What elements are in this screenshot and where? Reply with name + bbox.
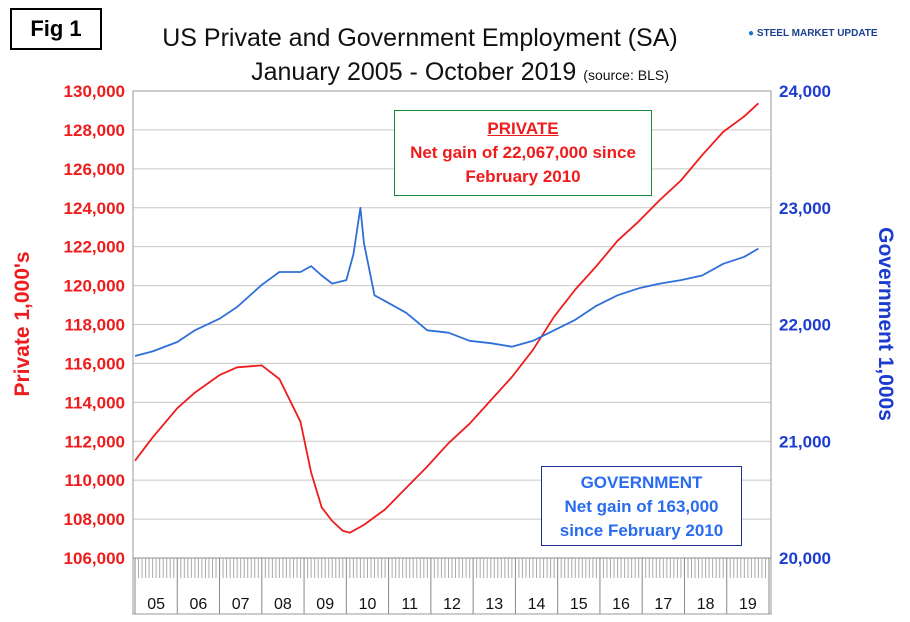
x-tick-label: 06: [190, 596, 208, 613]
logo-mark-icon: ●: [748, 28, 755, 39]
x-tick-label: 08: [274, 596, 292, 613]
y2-tick-label: 24,000: [779, 82, 831, 101]
x-tick-label: 10: [359, 596, 377, 613]
y2-tick-label: 20,000: [779, 549, 831, 568]
x-tick-label: 15: [570, 596, 588, 613]
y-tick-label: 114,000: [64, 393, 125, 412]
government-annotation-line1: Net gain of 163,000: [564, 497, 719, 516]
y-tick-label: 130,000: [64, 82, 125, 101]
y-tick-label: 106,000: [64, 549, 125, 568]
y2-axis-title: Government 1,000s: [874, 227, 897, 421]
y2-tick-label: 22,000: [779, 316, 831, 335]
logo-text: STEEL MARKET UPDATE: [756, 28, 878, 39]
chart-title: US Private and Government Employment (SA…: [162, 24, 678, 52]
chart-source: (source: BLS): [583, 67, 669, 83]
x-tick-label: 12: [443, 596, 461, 613]
x-tick-label: 14: [528, 596, 546, 613]
brand-logo: ● STEEL MARKET UPDATE: [748, 28, 903, 48]
private-annotation-head: PRIVATE: [487, 119, 559, 138]
government-annotation: GOVERNMENT Net gain of 163,000 since Feb…: [541, 466, 742, 546]
x-tick-label: 19: [739, 596, 757, 613]
private-series-line: [134, 102, 760, 534]
private-annotation-line1: Net gain of 22,067,000 since: [410, 143, 636, 162]
x-tick-label: 07: [232, 596, 250, 613]
y-axis-title: Private 1,000's: [11, 251, 34, 396]
government-series-line: [134, 206, 759, 357]
y-tick-label: 122,000: [64, 238, 125, 257]
x-tick-label: 18: [697, 596, 715, 613]
y-tick-label: 120,000: [64, 277, 125, 296]
x-tick-label: 11: [401, 596, 418, 613]
y-tick-label: 118,000: [64, 316, 125, 335]
y2-tick-label: 23,000: [779, 199, 831, 218]
y2-tick-label: 21,000: [779, 432, 831, 451]
x-tick-label: 16: [612, 596, 630, 613]
chart-subtitle: January 2005 - October 2019 (source: BLS…: [200, 58, 720, 87]
y-tick-label: 128,000: [64, 121, 125, 140]
private-annotation: PRIVATE Net gain of 22,067,000 since Feb…: [394, 110, 652, 196]
government-annotation-line2: since February 2010: [559, 521, 724, 540]
private-annotation-line2: February 2010: [465, 167, 581, 186]
y-tick-label: 108,000: [64, 510, 125, 529]
plot-frame: [132, 90, 772, 615]
y-tick-label: 124,000: [64, 199, 125, 218]
y-tick-label: 116,000: [64, 354, 125, 373]
chart-date-range: January 2005 - October 2019: [251, 58, 577, 86]
x-tick-label: 05: [147, 596, 165, 613]
x-tick-label: 17: [654, 596, 672, 613]
government-annotation-head: GOVERNMENT: [580, 473, 703, 492]
figure-label: Fig 1: [10, 8, 102, 50]
x-tick-label: 13: [485, 596, 503, 613]
y-tick-label: 110,000: [64, 471, 125, 490]
x-tick-label: 09: [316, 596, 334, 613]
y-tick-label: 126,000: [64, 160, 125, 179]
y-tick-label: 112,000: [64, 432, 125, 451]
